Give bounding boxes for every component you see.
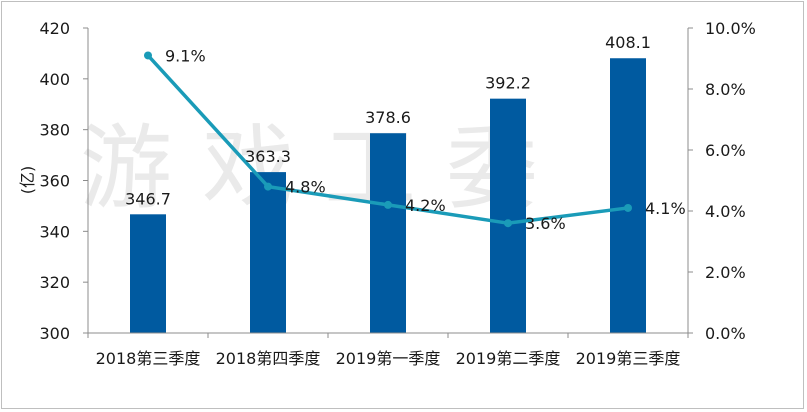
axes: 300 320 340 360 380 400 420 0.0% 2.0% 4.0% 6.0% 8.0…: [39, 19, 755, 368]
growth-value-label: 4.8%: [285, 178, 326, 197]
bar-3: [490, 98, 526, 334]
growth-point-3: [504, 219, 512, 228]
growth-point-4: [624, 203, 632, 212]
x-tick-label: 2018第三季度: [96, 349, 201, 368]
bar-value-label: 346.7: [125, 189, 171, 208]
growth-value-label: 3.6%: [525, 214, 566, 233]
bar-0: [130, 214, 166, 333]
growth-point-2: [384, 200, 392, 209]
x-tick-label: 2019第二季度: [456, 349, 561, 368]
bar-4: [610, 58, 646, 333]
growth-point-0: [144, 51, 152, 60]
y-right-tick-label: 0.0%: [705, 324, 746, 343]
y-left-tick-label: 360: [39, 172, 70, 191]
bar-value-label: 408.1: [605, 33, 651, 52]
x-tick-label: 2018第四季度: [216, 349, 321, 368]
growth-line-series: [144, 51, 632, 228]
bar-value-label: 363.3: [245, 147, 291, 166]
bar-value-label: 392.2: [485, 74, 531, 93]
x-tick-label: 2019第三季度: [576, 349, 681, 368]
y-right-tick-label: 6.0%: [705, 141, 746, 160]
x-tick-label: 2019第一季度: [336, 349, 441, 368]
y-left-tick-label: 380: [39, 121, 70, 140]
bar-series: [130, 58, 646, 334]
y-right-tick-label: 4.0%: [705, 202, 746, 221]
y-right-tick-label: 8.0%: [705, 80, 746, 99]
y-right-tick-label: 10.0%: [705, 19, 756, 38]
y-left-tick-label: 400: [39, 70, 70, 89]
growth-value-label: 9.1%: [165, 46, 206, 65]
bar-2: [370, 133, 406, 333]
y-left-tick-label: 340: [39, 222, 70, 241]
growth-point-1: [264, 182, 272, 191]
y-right-tick-label: 2.0%: [705, 263, 746, 282]
data-labels: 346.7 363.3 378.6 392.2 408.1 9.1% 4.8% 4.2% 3.6…: [125, 33, 686, 233]
y-left-tick-label: 300: [39, 324, 70, 343]
bar-1: [250, 172, 286, 333]
bar-value-label: 378.6: [365, 108, 411, 127]
y-left-tick-label: 320: [39, 273, 70, 292]
growth-value-label: 4.2%: [405, 196, 446, 215]
growth-value-label: 4.1%: [645, 199, 686, 218]
y-left-tick-label: 420: [39, 19, 70, 38]
y-axis-title: (亿): [18, 166, 37, 195]
watermark-text: 游戏工委: [80, 115, 568, 222]
